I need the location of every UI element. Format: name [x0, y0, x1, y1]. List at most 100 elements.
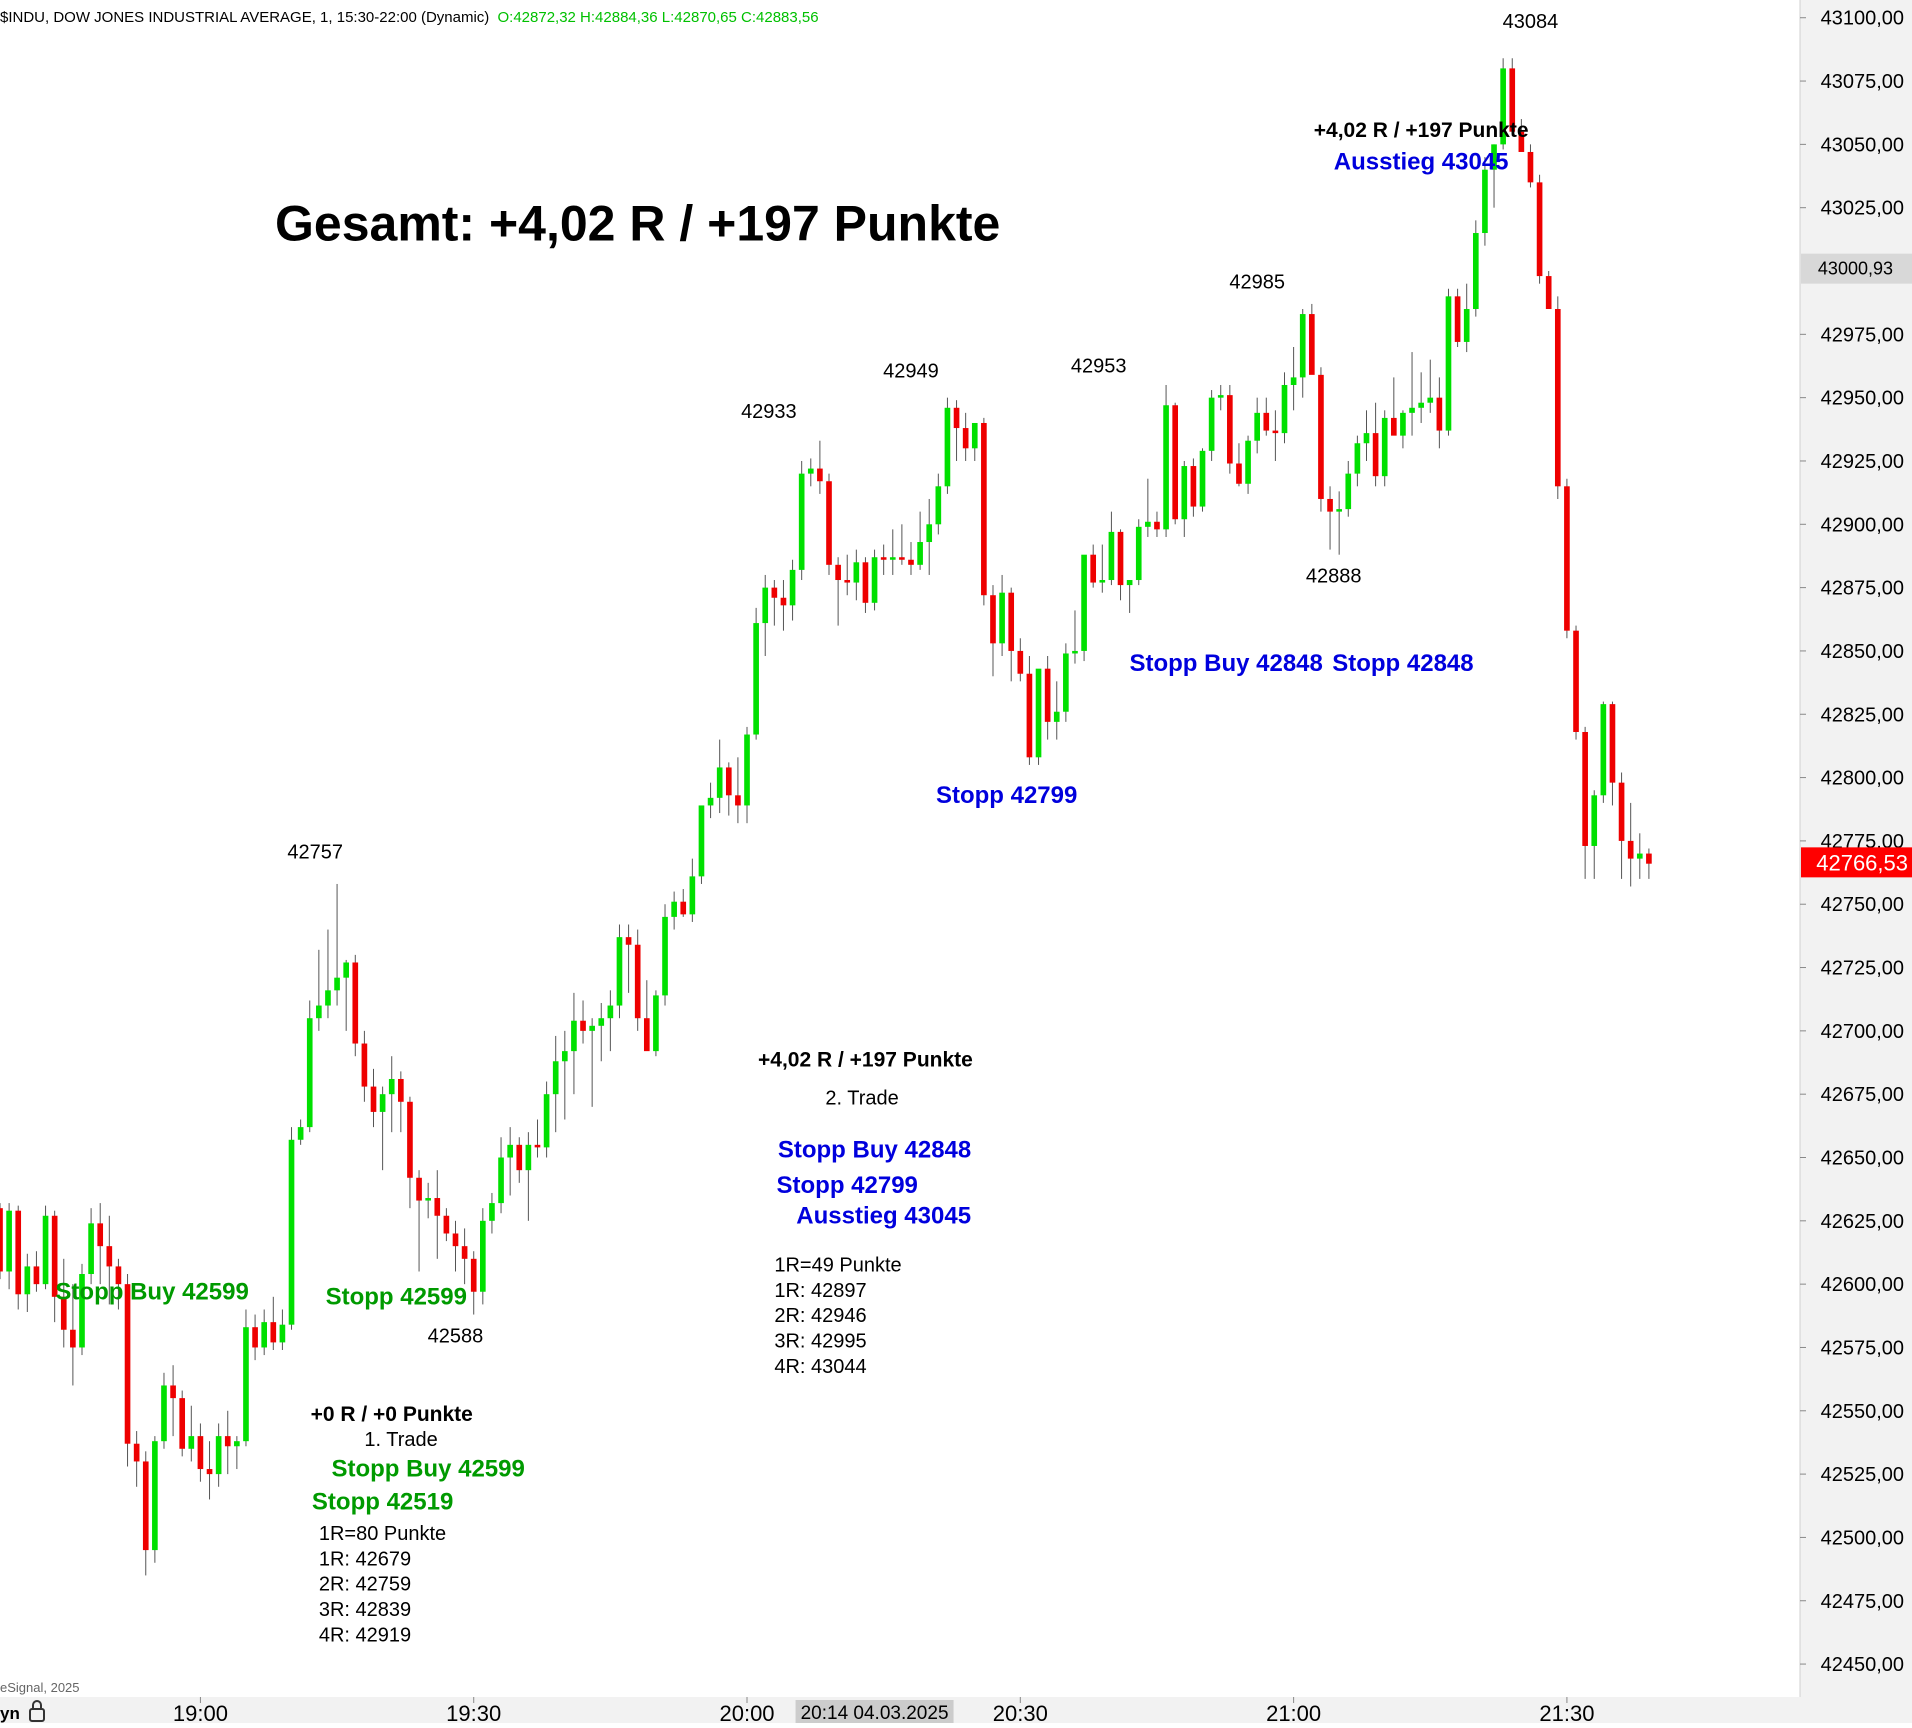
- candle: [1363, 410, 1370, 461]
- y-tick-label: 42725,00: [1821, 958, 1904, 980]
- candle-body: [807, 468, 814, 474]
- candle: [516, 1137, 523, 1183]
- candle-body: [534, 1144, 541, 1148]
- y-tick-label: 42675,00: [1821, 1084, 1904, 1106]
- candle-body: [1527, 151, 1534, 183]
- candle: [1573, 625, 1579, 740]
- candle: [1418, 372, 1424, 423]
- annotation-label: Stopp 42848: [1332, 650, 1473, 677]
- candle: [434, 1170, 441, 1259]
- candle: [926, 498, 933, 575]
- candle: [425, 1182, 431, 1219]
- candle-body: [97, 1223, 104, 1247]
- candle-body: [871, 557, 878, 603]
- candle-body: [899, 557, 905, 560]
- plot-background: [0, 0, 1800, 1697]
- annotation-label: 42757: [287, 842, 343, 864]
- candle-body: [589, 1025, 595, 1031]
- candle-body: [1081, 554, 1087, 651]
- x-tick-label: 20:00: [719, 1701, 774, 1723]
- candle: [716, 739, 723, 814]
- candle-body: [70, 1329, 76, 1348]
- candle: [1081, 554, 1087, 662]
- candle-body: [498, 1157, 504, 1204]
- candle-body: [1609, 704, 1616, 783]
- candle: [1035, 668, 1042, 765]
- candle: [689, 858, 696, 922]
- candle: [1509, 58, 1516, 132]
- price-marker-label: 42766,53: [1816, 850, 1908, 875]
- candle: [561, 1030, 568, 1120]
- candle-body: [1600, 704, 1607, 796]
- candle: [616, 924, 623, 1019]
- annotation-label: 43084: [1503, 11, 1559, 33]
- candle-body: [671, 901, 677, 917]
- candle: [1500, 58, 1506, 150]
- candle: [261, 1309, 268, 1356]
- candle: [6, 1203, 12, 1290]
- candle: [634, 929, 641, 1031]
- candle: [1008, 587, 1015, 682]
- annotation-label: 1R: 42897: [774, 1280, 866, 1302]
- candle: [234, 1436, 240, 1470]
- candle: [707, 782, 714, 819]
- candle: [1227, 384, 1233, 474]
- candle-body: [1381, 417, 1388, 477]
- candle: [115, 1258, 122, 1310]
- candle: [835, 557, 841, 626]
- candle-body: [1363, 433, 1370, 444]
- candle-body: [780, 597, 787, 606]
- candle-body: [999, 592, 1005, 644]
- annotation-label: 2R: 42946: [774, 1305, 866, 1327]
- candle-body: [133, 1443, 140, 1462]
- candle: [24, 1253, 31, 1313]
- candle: [1646, 848, 1652, 879]
- candle: [1281, 372, 1288, 444]
- candle-body: [1591, 795, 1598, 846]
- candle-body: [1327, 498, 1333, 512]
- candle-body: [1290, 377, 1297, 385]
- candle: [735, 757, 741, 824]
- candle-body: [607, 1005, 614, 1019]
- candle-body: [288, 1139, 295, 1325]
- candle: [1445, 288, 1452, 436]
- candle: [243, 1309, 249, 1447]
- candle: [780, 580, 787, 631]
- candle-body: [1199, 450, 1206, 507]
- candle-body: [1190, 466, 1197, 507]
- lock-icon[interactable]: [29, 1700, 45, 1722]
- annotation-label: +4,02 R / +197 Punkte: [758, 1048, 973, 1071]
- candle: [1318, 367, 1324, 512]
- candle-body: [1564, 486, 1570, 631]
- y-tick-label: 43050,00: [1821, 134, 1904, 156]
- candle: [589, 1018, 595, 1107]
- candle: [844, 554, 851, 596]
- candle-body: [416, 1177, 422, 1201]
- candle: [170, 1365, 176, 1437]
- candle-body: [1463, 309, 1470, 342]
- candle: [1053, 681, 1060, 740]
- candle: [944, 397, 951, 494]
- candle: [142, 1451, 149, 1576]
- candle-body: [1554, 309, 1561, 487]
- candle: [470, 1251, 477, 1315]
- candle-body: [1163, 405, 1169, 530]
- candle-body: [443, 1215, 450, 1234]
- candle: [807, 458, 814, 487]
- candle-body: [88, 1223, 94, 1275]
- annotation-label: 1R: 42679: [319, 1548, 411, 1570]
- candle: [1582, 726, 1588, 879]
- candle-body: [835, 564, 841, 581]
- chart-title: Gesamt: +4,02 R / +197 Punkte: [275, 196, 1000, 252]
- candle-body: [1482, 169, 1488, 234]
- y-tick-label: 42750,00: [1821, 894, 1904, 916]
- candle-body: [1418, 402, 1424, 408]
- y-tick-label: 42975,00: [1821, 324, 1904, 346]
- candle-body: [516, 1144, 523, 1171]
- candle-body: [1409, 407, 1415, 413]
- candle: [1482, 157, 1488, 246]
- candle: [1527, 144, 1534, 188]
- candle-body: [1154, 521, 1160, 530]
- y-tick-label: 42825,00: [1821, 704, 1904, 726]
